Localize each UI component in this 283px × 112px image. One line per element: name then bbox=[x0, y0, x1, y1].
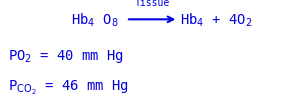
Text: PO$_2$ = 40 mm Hg: PO$_2$ = 40 mm Hg bbox=[8, 48, 125, 64]
Text: P$_{\mathrm{CO_2}}$ = 46 mm Hg: P$_{\mathrm{CO_2}}$ = 46 mm Hg bbox=[8, 78, 129, 96]
Text: Hb$_4$ O$_8$: Hb$_4$ O$_8$ bbox=[71, 12, 119, 29]
Text: Hb$_4$ + 4O$_2$: Hb$_4$ + 4O$_2$ bbox=[180, 12, 252, 29]
Text: Tissue: Tissue bbox=[134, 0, 170, 8]
